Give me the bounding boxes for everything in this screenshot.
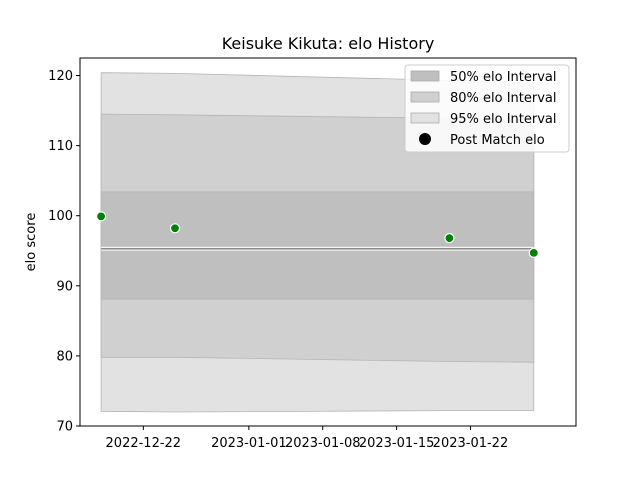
post-match-point (95, 211, 107, 222)
x-tick-label: 2023-01-15 (359, 436, 435, 451)
post-match-point (169, 223, 181, 234)
y-axis-label: elo score (24, 213, 39, 272)
post-match-point (444, 233, 455, 244)
legend-swatch (410, 112, 440, 124)
x-tick-label: 2023-01-22 (433, 436, 509, 451)
x-tick-label: 2023-01-08 (285, 436, 361, 451)
legend-box (404, 64, 570, 153)
legend-label: 50% elo Interval (450, 70, 557, 85)
y-tick-label: 90 (56, 279, 73, 294)
x-axis: 2022-12-22 2023-01-012023-01-082023-01-15… (106, 426, 509, 451)
y-tick-label: 100 (48, 209, 73, 224)
y-tick-label: 80 (56, 349, 73, 364)
y-axis: 70 80 90 100 110 120 (48, 69, 80, 435)
y-tick-label: 120 (48, 69, 73, 84)
post-match-points (95, 211, 539, 258)
legend-label: 95% elo Interval (450, 112, 557, 127)
chart-title: Keisuke Kikuta: elo History (222, 34, 435, 53)
y-tick-label: 110 (48, 139, 73, 154)
legend: 50% elo Interval 80% elo Interval 95% elo … (404, 64, 570, 153)
legend-label: Post Match elo (450, 133, 545, 148)
post-match-point (528, 247, 539, 258)
legend-swatch (410, 91, 440, 103)
interval-bands (100, 72, 535, 413)
legend-marker (419, 133, 431, 145)
band-50-interval (100, 191, 535, 300)
plot-frame (79, 57, 577, 427)
legend-swatch (410, 70, 440, 82)
x-tick-label: 2023-01-01 (211, 436, 287, 451)
x-tick-label: 2022-12-22 (106, 436, 182, 451)
y-tick-label: 70 (56, 420, 73, 435)
legend-label: 80% elo Interval (450, 91, 557, 106)
